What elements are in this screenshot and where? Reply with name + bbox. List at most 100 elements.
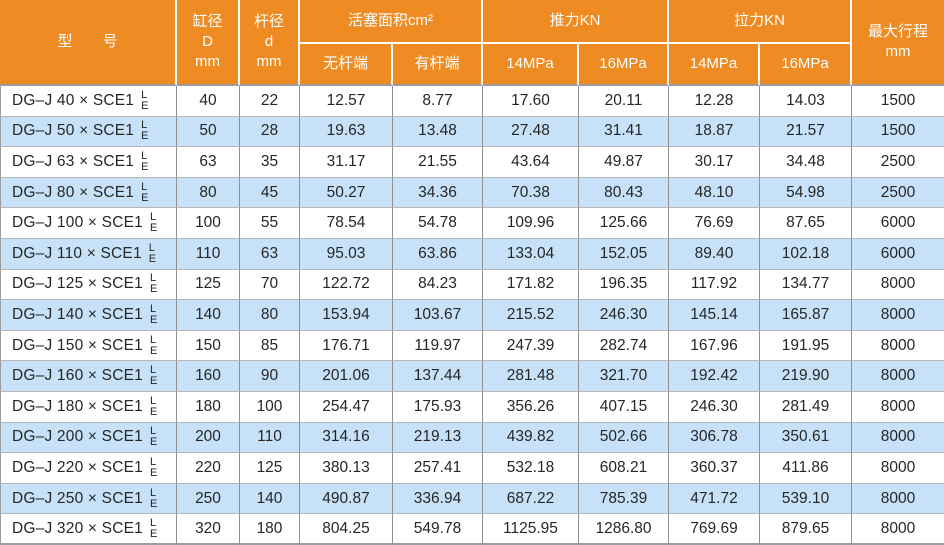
value-cell: 122.72	[300, 269, 393, 301]
value-cell: 134.77	[760, 269, 852, 301]
value-cell: 160	[177, 361, 240, 392]
value-cell: 133.04	[483, 238, 579, 270]
value-cell: 6000	[852, 239, 944, 270]
value-cell: 306.78	[669, 422, 760, 454]
value-cell: 12.28	[669, 86, 760, 117]
value-cell: 8000	[852, 484, 944, 515]
value-cell: 119.97	[393, 330, 483, 362]
model-cell: DG–J 160 × SCE1 L E	[0, 361, 177, 392]
value-cell: 281.48	[483, 361, 579, 392]
model-cell: DG–J 110 × SCE1 L E	[0, 238, 177, 270]
value-cell: 90	[240, 361, 300, 392]
model-label: DG–J 125 × SCE1	[12, 275, 143, 293]
model-label: DG–J 100 × SCE1	[12, 214, 143, 232]
value-cell: 34.48	[760, 147, 852, 178]
value-cell: 8000	[852, 361, 944, 392]
value-cell: 125	[177, 269, 240, 301]
value-cell: 471.72	[669, 483, 760, 515]
header-piston-area: 活塞面积cm²	[300, 0, 483, 44]
value-cell: 219.90	[760, 361, 852, 392]
header-push-force: 推力KN	[483, 0, 669, 44]
value-cell: 50	[177, 116, 240, 148]
value-cell: 254.47	[300, 391, 393, 423]
value-cell: 117.92	[669, 269, 760, 301]
value-cell: 34.36	[393, 177, 483, 209]
model-cell: DG–J 40 × SCE1 L E	[0, 86, 177, 117]
header-pull-force: 拉力KN	[669, 0, 852, 44]
value-cell: 110	[177, 238, 240, 270]
table-row: DG–J 250 × SCE1 L E 250 140 490.87 336.94 687.2…	[0, 483, 944, 515]
value-cell: 8000	[852, 453, 944, 484]
value-cell: 1500	[852, 117, 944, 148]
value-cell: 63.86	[393, 238, 483, 270]
table-row: DG–J 110 × SCE1 L E 110 63 95.03 63.86 133.04 15…	[0, 238, 944, 270]
header-rod-end: 有杆端	[393, 44, 483, 86]
value-cell: 549.78	[393, 514, 483, 545]
value-cell: 102.18	[760, 238, 852, 270]
value-cell: 8000	[852, 392, 944, 423]
value-cell: 1125.95	[483, 514, 579, 545]
value-cell: 246.30	[579, 300, 669, 331]
table-row: DG–J 160 × SCE1 L E 160 90 201.06 137.44 281.48…	[0, 361, 944, 392]
value-cell: 360.37	[669, 453, 760, 484]
header-rod: 杆径 d mm	[240, 0, 300, 86]
model-cell: DG–J 220 × SCE1 L E	[0, 453, 177, 484]
value-cell: 150	[177, 330, 240, 362]
value-cell: 8000	[852, 331, 944, 362]
value-cell: 220	[177, 453, 240, 484]
value-cell: 250	[177, 483, 240, 515]
model-cell: DG–J 140 × SCE1 L E	[0, 300, 177, 331]
value-cell: 140	[240, 483, 300, 515]
value-cell: 63	[240, 238, 300, 270]
value-cell: 380.13	[300, 453, 393, 484]
value-cell: 50.27	[300, 177, 393, 209]
value-cell: 336.94	[393, 483, 483, 515]
model-cell: DG–J 180 × SCE1 L E	[0, 391, 177, 423]
value-cell: 14.03	[760, 86, 852, 117]
model-cell: DG–J 320 × SCE1 L E	[0, 514, 177, 545]
value-cell: 314.16	[300, 422, 393, 454]
header-max-stroke: 最大行程 mm	[852, 0, 944, 86]
value-cell: 6000	[852, 208, 944, 239]
value-cell: 502.66	[579, 422, 669, 454]
table-row: DG–J 180 × SCE1 L E 180 100 254.47 175.93 356.2…	[0, 391, 944, 423]
model-label: DG–J 160 × SCE1	[12, 367, 143, 385]
model-label: DG–J 140 × SCE1	[12, 305, 143, 323]
value-cell: 78.54	[300, 208, 393, 239]
value-cell: 219.13	[393, 422, 483, 454]
table-header: 型 号 缸径 D mm 杆径 d mm 活塞面积cm² 推力KN 拉力KN	[0, 0, 944, 86]
value-cell: 22	[240, 86, 300, 117]
value-cell: 8000	[852, 300, 944, 331]
value-cell: 175.93	[393, 391, 483, 423]
value-cell: 54.78	[393, 208, 483, 239]
value-cell: 100	[177, 208, 240, 239]
model-cell: DG–J 80 × SCE1 L E	[0, 177, 177, 209]
header-push-14mpa: 14MPa	[483, 44, 579, 86]
value-cell: 152.05	[579, 238, 669, 270]
value-cell: 20.11	[579, 86, 669, 117]
header-pull-16mpa: 16MPa	[760, 44, 852, 86]
value-cell: 257.41	[393, 453, 483, 484]
table-row: DG–J 100 × SCE1 L E 100 55 78.54 54.78 109.96 12…	[0, 208, 944, 239]
table-row: DG–J 80 × SCE1 L E 80 45 50.27 34.36 70.38 80.43…	[0, 177, 944, 209]
model-label: DG–J 250 × SCE1	[12, 489, 143, 507]
value-cell: 140	[177, 300, 240, 331]
value-cell: 2500	[852, 178, 944, 209]
value-cell: 1286.80	[579, 514, 669, 545]
value-cell: 84.23	[393, 269, 483, 301]
value-cell: 95.03	[300, 238, 393, 270]
value-cell: 12.57	[300, 86, 393, 117]
value-cell: 89.40	[669, 238, 760, 270]
value-cell: 70	[240, 269, 300, 301]
value-cell: 176.71	[300, 330, 393, 362]
value-cell: 192.42	[669, 361, 760, 392]
header-pull-14mpa: 14MPa	[669, 44, 760, 86]
value-cell: 490.87	[300, 483, 393, 515]
